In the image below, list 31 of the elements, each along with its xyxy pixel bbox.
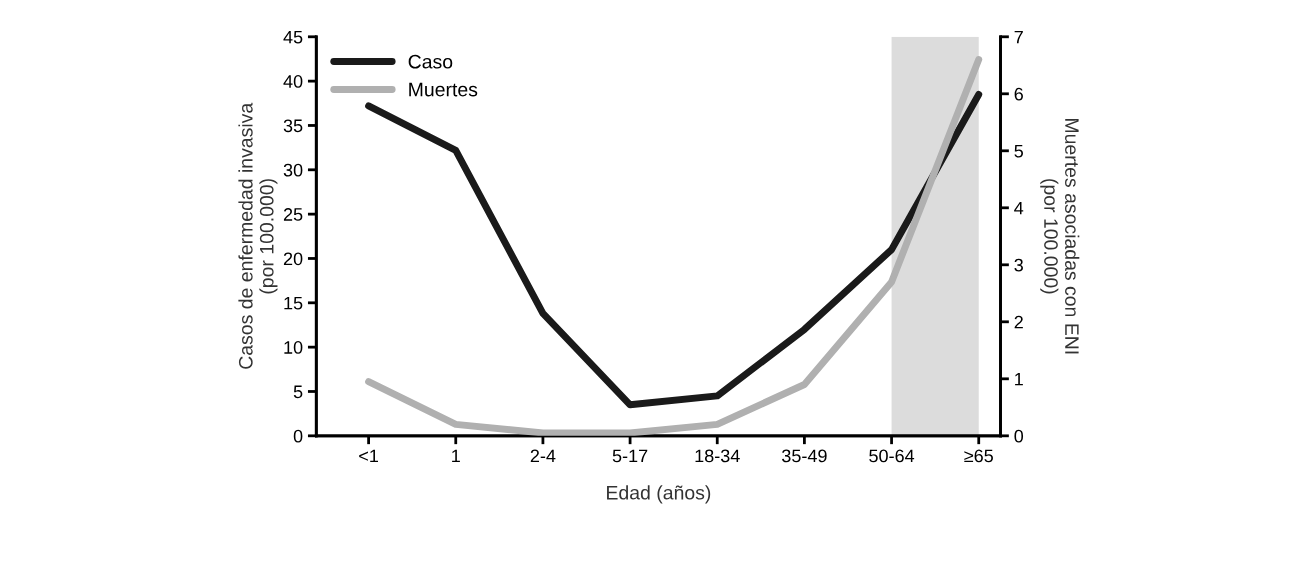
y-tick-label: 0: [293, 429, 303, 443]
x-tick-label: ≥65: [964, 449, 993, 463]
y2-tick-label: 6: [1014, 87, 1023, 101]
y-tick-label: 30: [283, 163, 303, 177]
x-tick-label: 35-49: [782, 449, 827, 463]
x-tick-label: 1: [452, 449, 460, 463]
y2-tick-label: 2: [1014, 315, 1023, 329]
y2-tick-label: 1: [1015, 372, 1023, 386]
y-tick-label: 20: [283, 252, 303, 266]
x-tick-label: 18-34: [695, 449, 740, 463]
y-tick-label: 15: [284, 296, 303, 310]
y-tick-label: 5: [293, 385, 303, 399]
x-axis-title: Edad (años): [607, 485, 711, 504]
x-tick-label: 5-17: [612, 449, 648, 463]
y2-tick-label: 3: [1014, 258, 1023, 272]
x-tick-label: 50-64: [869, 449, 915, 463]
y-tick-label: 25: [283, 208, 303, 221]
legend-label: Muertes: [409, 82, 478, 97]
x-tick-label: <1: [359, 449, 378, 463]
y2-tick-label: 0: [1014, 429, 1024, 443]
y-tick-label: 35: [283, 119, 303, 133]
y2-tick-label: 7: [1014, 30, 1023, 44]
y-tick-label: 10: [284, 341, 303, 354]
y2-axis-title: Muertes asociadas con ENI (por 100.000): [1040, 119, 1080, 354]
y2-tick-label: 4: [1014, 201, 1024, 215]
x-tick-label: 2-4: [530, 449, 556, 463]
y-tick-label: 40: [283, 75, 303, 88]
y2-tick-label: 5: [1014, 144, 1023, 158]
legend-label: Caso: [408, 54, 453, 69]
y-axis-title: Casos de enfermedad invasiva (por 100.000): [238, 102, 278, 369]
y-tick-label: 45: [283, 30, 303, 44]
